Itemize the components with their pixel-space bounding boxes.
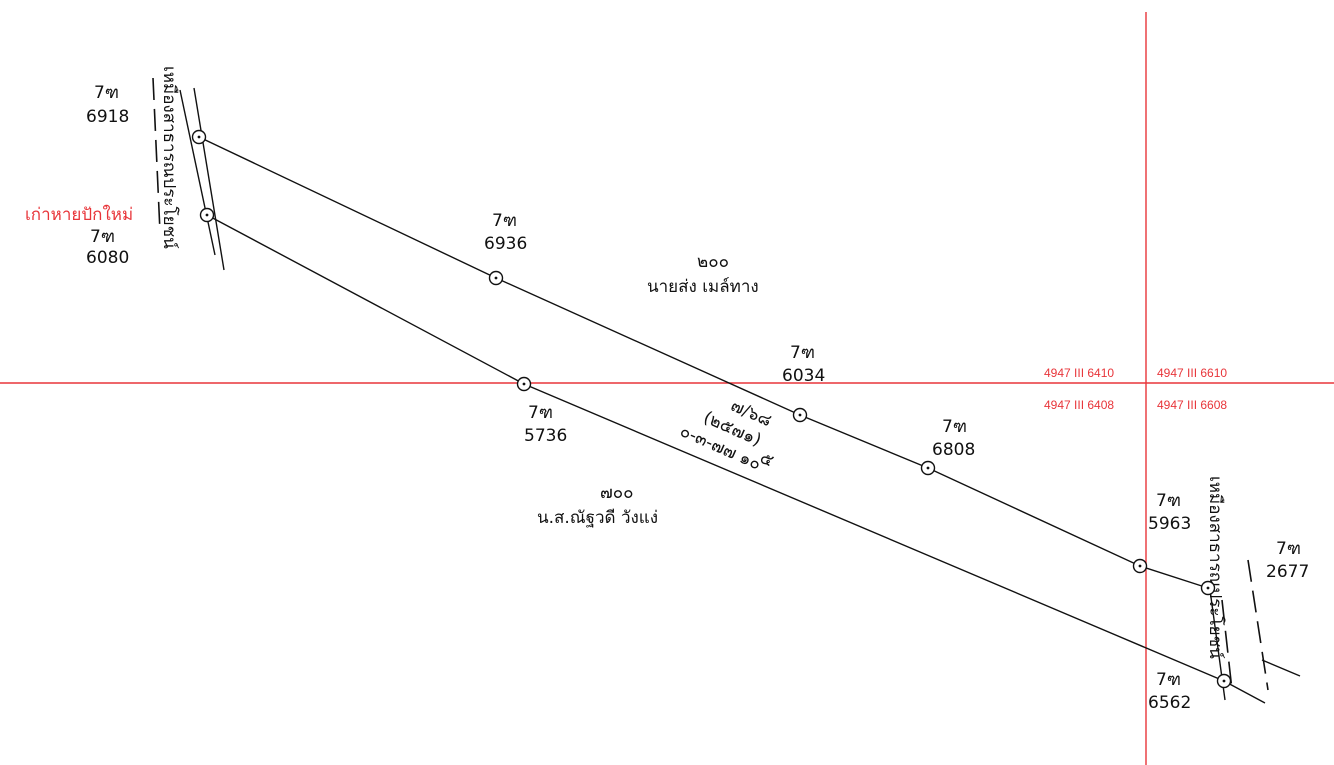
marker-label: 7ฑ (790, 343, 815, 363)
marker-label: 6034 (782, 366, 825, 386)
sheet-label-nw: 4947 III 6410 (1044, 366, 1114, 380)
marker-label: 7ฑ (528, 403, 553, 423)
drain-right-edge (1261, 659, 1301, 677)
sheet-label-se: 4947 III 6608 (1157, 398, 1227, 412)
drain-left-edge (193, 87, 225, 271)
drain-right-tail (1221, 599, 1233, 691)
marker-label: 2677 (1266, 562, 1309, 582)
marker-6562-icon (1216, 673, 1232, 689)
marker-6080-icon (199, 207, 215, 223)
marker-5736-icon (516, 376, 532, 392)
boundary-west (179, 89, 216, 256)
boundary-north (198, 136, 1209, 589)
drain-right-label: เหมืองสาธารณประโยชน์ (1205, 476, 1226, 659)
marker-label: 7ฑ (1156, 491, 1181, 511)
marker-label: 7ฑ (1276, 539, 1301, 559)
marker-label: 7ฑ (94, 83, 119, 103)
drain-right-dash (1247, 559, 1269, 691)
boundary-south (206, 214, 1266, 704)
sheet-label-sw: 4947 III 6408 (1044, 398, 1114, 412)
survey-parcel-fraction-top: ๕ (757, 448, 777, 472)
marker-6918-icon (191, 129, 207, 145)
drain-left-label: เหมืองสาธารณประโยชน์ (159, 66, 180, 249)
marker-label: 6562 (1148, 693, 1191, 713)
marker-5963-icon (1132, 558, 1148, 574)
marker-label: 7ฑ (492, 211, 517, 231)
sheet-label-ne: 4947 III 6610 (1157, 366, 1227, 380)
marker-label: 5736 (524, 426, 567, 446)
survey-parcel-label: ๗/๖๘ (๒๕๗๑) ๐-๓-๗๗ ๑๐ ๕ (677, 396, 777, 475)
marker-label: 6936 (484, 234, 527, 254)
parcel-owner: นายส่ง เมล์ทาง (647, 277, 759, 297)
marker-label: 7ฑ (90, 227, 115, 247)
marker-note: เก่าหายปักใหม่ (25, 204, 133, 225)
marker-label: 6808 (932, 440, 975, 460)
marker-6034-icon (792, 407, 808, 423)
parcel-owner: น.ส.ณัฐวดี วังแง่ (537, 508, 658, 528)
marker-label: 7ฑ (1156, 670, 1181, 690)
marker-6808-icon (920, 460, 936, 476)
marker-label: 5963 (1148, 514, 1191, 534)
marker-2677-icon (1200, 580, 1216, 596)
marker-6936-icon (488, 270, 504, 286)
parcel-number: ๒๐๐ (697, 252, 729, 272)
marker-label: 6918 (86, 107, 129, 127)
marker-label: 6080 (86, 248, 129, 268)
parcel-number: ๗๐๐ (600, 483, 634, 503)
drain-left-dash (152, 77, 161, 233)
marker-label: 7ฑ (942, 417, 967, 437)
